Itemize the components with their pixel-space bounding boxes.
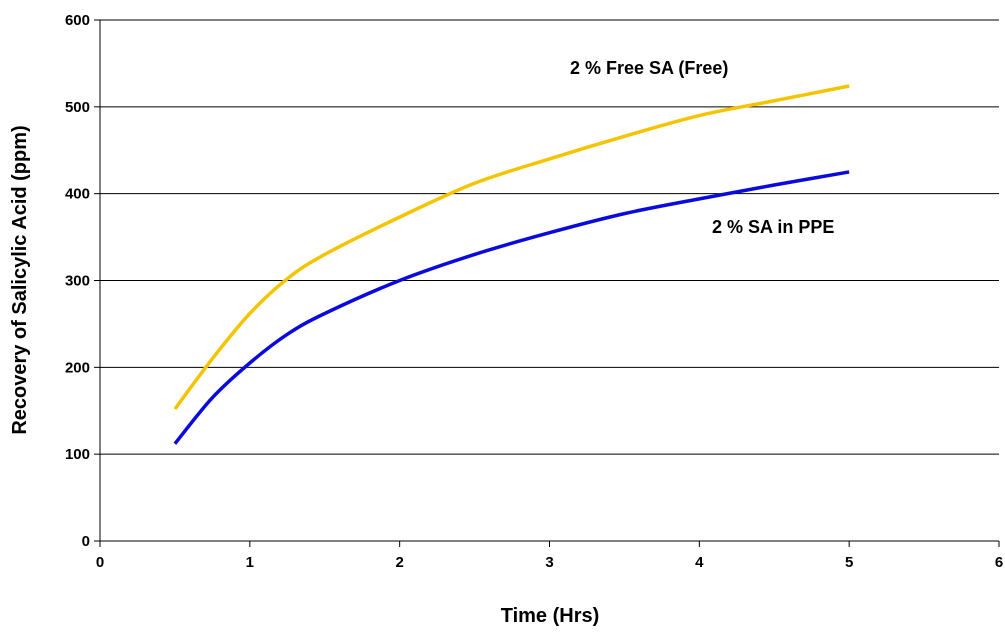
- y-tick-label: 0: [82, 533, 90, 550]
- x-tick-label: 5: [845, 554, 853, 571]
- y-tick-label: 400: [65, 186, 90, 203]
- axes: [94, 19, 1000, 547]
- x-tick-label: 2: [395, 554, 403, 571]
- x-tick-label: 0: [96, 554, 104, 571]
- y-tick-label: 200: [65, 359, 90, 376]
- series-lines: [173, 84, 850, 445]
- gridlines: [100, 19, 999, 455]
- y-tick-label: 300: [65, 273, 90, 290]
- series-line-0: [173, 84, 850, 411]
- x-tick-label: 6: [995, 554, 1003, 571]
- series-label-free-sa: 2 % Free SA (Free): [570, 58, 728, 78]
- y-tick-label: 600: [65, 12, 90, 29]
- y-tick-label: 100: [65, 446, 90, 463]
- x-tick-label: 3: [545, 554, 553, 571]
- y-tick-label: 500: [65, 99, 90, 116]
- series-line-1: [173, 170, 850, 445]
- x-tick-label: 1: [246, 554, 254, 571]
- y-axis-title: Recovery of Salicylic Acid (ppm): [9, 125, 31, 434]
- x-tick-label: 4: [695, 554, 704, 571]
- x-axis-title: Time (Hrs): [501, 605, 600, 627]
- series-label-sa-in-ppe: 2 % SA in PPE: [712, 217, 834, 237]
- tick-labels: 0 100 200 300 400 500 600 0 1 2 3 4 5 6: [65, 12, 1003, 571]
